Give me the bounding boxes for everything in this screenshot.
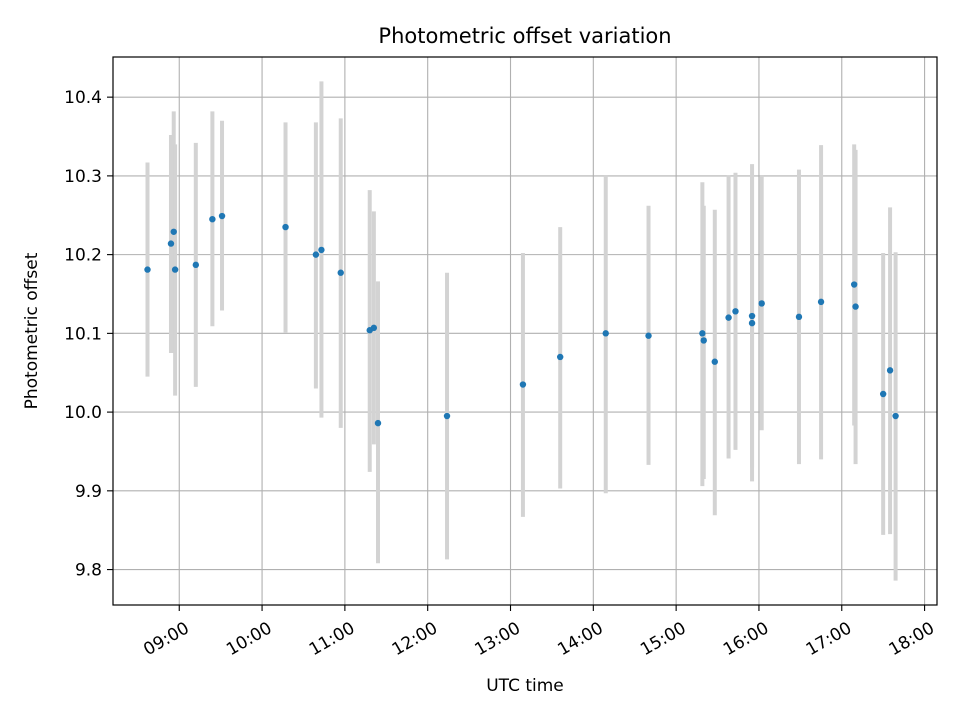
data-points (144, 212, 899, 427)
data-point (892, 412, 899, 420)
x-tick-label: 15:00 (637, 618, 689, 660)
data-point (850, 281, 858, 288)
x-tick-label: 14:00 (554, 618, 606, 660)
x-tick-label: 11:00 (306, 618, 358, 660)
data-point (556, 353, 564, 361)
data-point (209, 215, 216, 223)
data-point (732, 308, 739, 315)
error-bars (145, 81, 898, 581)
x-axis: 09:00 10:00 11:00 12:00 13:00 14:00 15:00 16:00… (140, 605, 938, 660)
data-point (218, 212, 226, 220)
data-point (645, 332, 652, 339)
data-point (192, 261, 200, 269)
y-tick-label: 10.2 (64, 246, 102, 266)
y-axis: 9.8 9.9 10.0 10.1 10.2 10.3 10.4 (64, 88, 113, 581)
data-point (758, 300, 765, 307)
data-point (170, 228, 177, 235)
plot-frame (112, 56, 938, 606)
grid (113, 57, 937, 605)
data-point (144, 266, 151, 273)
data-point (700, 337, 707, 344)
y-tick-label: 10.3 (64, 167, 102, 187)
data-point (312, 251, 320, 258)
data-point (852, 303, 859, 310)
data-point (602, 330, 609, 337)
data-point (443, 412, 451, 420)
data-point (817, 298, 825, 306)
data-point (748, 312, 756, 320)
y-tick-label: 9.8 (75, 561, 102, 581)
data-point (699, 330, 706, 337)
data-point (374, 419, 382, 427)
x-tick-label: 18:00 (886, 618, 938, 660)
data-point (370, 324, 378, 332)
y-tick-label: 10.4 (64, 88, 102, 108)
chart-title: Photometric offset variation (378, 24, 671, 48)
data-point (886, 367, 894, 374)
data-point (282, 223, 289, 231)
data-point (748, 319, 756, 327)
data-point (711, 358, 718, 365)
x-tick-label: 12:00 (389, 618, 441, 660)
x-tick-label: 13:00 (472, 618, 524, 660)
y-tick-label: 9.9 (75, 482, 102, 502)
y-axis-label: Photometric offset (22, 252, 42, 409)
x-tick-label: 09:00 (140, 618, 192, 660)
x-tick-label: 16:00 (720, 618, 772, 660)
data-point (167, 240, 175, 247)
y-tick-label: 10.1 (64, 324, 102, 344)
data-point (519, 381, 527, 388)
data-point (318, 246, 325, 254)
data-point (725, 314, 732, 321)
x-tick-label: 17:00 (803, 618, 855, 660)
data-point (879, 390, 887, 398)
data-point (171, 266, 179, 273)
x-axis-label: UTC time (486, 676, 564, 696)
x-tick-label: 10:00 (223, 618, 275, 660)
y-tick-label: 10.0 (64, 403, 102, 423)
data-point (337, 269, 344, 276)
data-point (795, 313, 803, 321)
